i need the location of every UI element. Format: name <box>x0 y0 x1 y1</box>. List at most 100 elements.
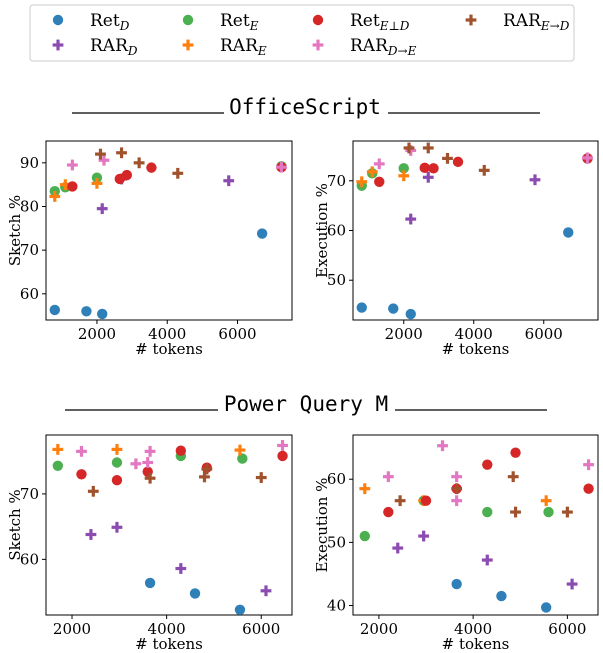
series-ret_d <box>356 227 574 320</box>
y-tick-label: 40 <box>327 597 346 615</box>
point-rar_de <box>76 445 87 457</box>
point-ret_ed <box>452 156 464 168</box>
legend-label-rar_de: RARD→E <box>350 36 417 58</box>
point-rar_d <box>481 554 493 566</box>
legend-marker-rar_d <box>52 39 64 51</box>
point-rar_e <box>111 444 123 455</box>
plot-area <box>45 434 293 616</box>
legend-entry-rar_e: RARE <box>182 36 267 58</box>
point-rar_de <box>373 158 385 170</box>
x-tick-label: 6000 <box>242 620 280 638</box>
point-rar_d <box>85 529 97 540</box>
series-rar_de <box>373 145 593 170</box>
y-tick-label: 90 <box>20 154 39 172</box>
point-rar_d <box>405 213 417 225</box>
x-tick-label: 4000 <box>454 620 492 638</box>
legend-entry-ret_d: RetD <box>52 11 130 33</box>
legend-entry-rar_de: RARD→E <box>312 36 417 58</box>
point-rar_ed <box>172 167 184 179</box>
point-rar_ed <box>133 157 145 169</box>
point-rar_de <box>277 440 288 451</box>
legend-label-rar_ed: RARE→D <box>503 11 570 33</box>
point-rar_d <box>260 585 272 597</box>
point-rar_de <box>98 154 110 166</box>
chart-panel-3: 2000 4000 6000 60 70 # tokens Sketch % <box>6 434 293 653</box>
legend-marker-rar_e <box>182 39 194 51</box>
plot-area <box>45 140 293 321</box>
point-rar_ed <box>87 485 99 497</box>
series-rar_d <box>85 521 272 597</box>
point-ret_e <box>111 457 123 468</box>
legend-frame <box>29 4 575 62</box>
point-rar_ed <box>199 471 210 483</box>
legend-entry-rar_d: RARD <box>52 36 138 58</box>
legend-items: RetD RARD RetE RARE RetE⊥D RARD→E RARE→D <box>52 11 570 58</box>
point-ret_ed <box>482 459 493 470</box>
point-rar_e <box>234 444 246 456</box>
point-ret_ed <box>374 176 385 187</box>
point-rar_d <box>529 174 541 186</box>
series-rar_ed <box>95 147 184 179</box>
series-ret_d <box>49 228 268 320</box>
legend-marker-rar_ed <box>465 14 477 26</box>
x-tick-label: 4000 <box>148 325 186 343</box>
legend-marker-ret_ed <box>312 14 324 26</box>
x-tick-label: 6000 <box>525 325 563 343</box>
point-rar_e <box>59 179 71 191</box>
series-rar_d <box>392 530 578 590</box>
section-officescript: OfficeScript <box>72 95 540 119</box>
y-tick-label: 70 <box>327 172 346 190</box>
x-axis-label: # tokens <box>442 635 510 653</box>
y-tick-label: 70 <box>20 485 39 503</box>
point-ret_e <box>52 460 64 471</box>
series-rar_ed <box>403 142 490 176</box>
point-ret_d <box>189 588 201 599</box>
point-ret_e <box>482 506 493 518</box>
series-ret_e <box>359 495 554 542</box>
legend-label-ret_e: RetE <box>220 11 259 33</box>
point-rar_d <box>418 530 430 542</box>
point-ret_e <box>359 530 370 542</box>
point-ret_ed <box>383 506 394 518</box>
x-tick-label: 2000 <box>78 325 116 343</box>
x-tick-label: 4000 <box>148 620 186 638</box>
x-tick-label: 2000 <box>360 620 398 638</box>
plot-area <box>352 140 599 321</box>
series-rar_de <box>76 440 288 470</box>
point-rar_ed <box>507 471 519 483</box>
point-ret_d <box>234 604 246 615</box>
series-rar_ed <box>87 463 267 497</box>
point-rar_e <box>359 483 371 495</box>
y-axis-label: Execution % <box>313 478 331 573</box>
point-ret_d <box>496 590 507 602</box>
legend-label-rar_d: RARD <box>90 36 138 58</box>
chart-panel-2: 2000 4000 6000 50 60 70 # tokens Execution % <box>313 140 599 358</box>
point-ret_ed <box>277 450 288 462</box>
point-rar_de <box>142 457 154 468</box>
point-rar_d <box>422 171 434 183</box>
x-axis-label: # tokens <box>442 340 510 358</box>
legend-entry-rar_ed: RARE→D <box>465 11 570 33</box>
point-rar_de <box>451 495 463 507</box>
point-rar_e <box>49 191 61 202</box>
point-ret_e <box>398 163 409 174</box>
x-tick-label: 4000 <box>455 325 493 343</box>
point-ret_ed <box>419 162 430 174</box>
y-axis-label: Execution % <box>313 183 331 278</box>
x-axis-label: # tokens <box>135 340 203 358</box>
x-tick-label: 6000 <box>218 325 256 343</box>
series-rar_de <box>66 154 287 173</box>
legend-label-rar_e: RARE <box>220 36 267 58</box>
point-rar_ed <box>478 164 490 176</box>
x-tick-label: 6000 <box>548 620 586 638</box>
x-tick-label: 2000 <box>385 325 423 343</box>
series-ret_d <box>451 578 552 613</box>
point-ret_d <box>144 577 156 589</box>
point-rar_e <box>366 166 378 178</box>
legend-entry-ret_e: RetE <box>182 11 259 33</box>
point-ret_ed <box>111 474 123 486</box>
series-rar_e <box>52 444 246 456</box>
series-rar_e <box>356 166 410 188</box>
